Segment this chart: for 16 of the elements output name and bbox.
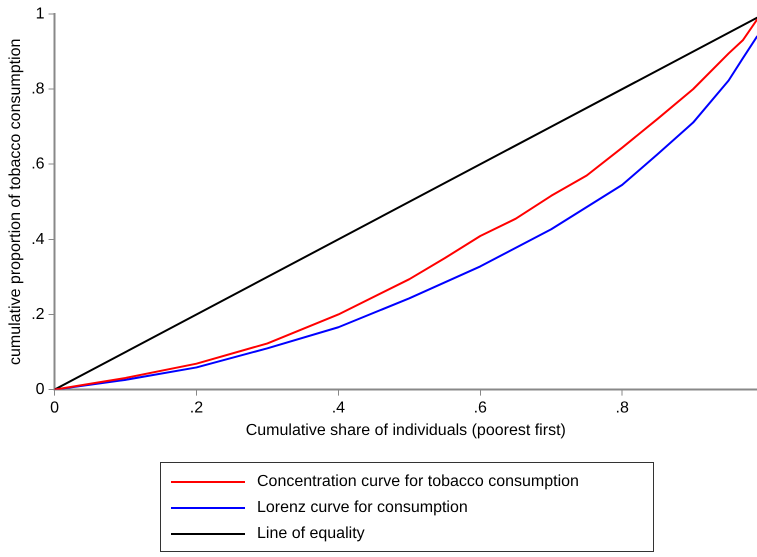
- x-axis-title: Cumulative share of individuals (poorest first): [246, 422, 566, 439]
- legend-label: Concentration curve for tobacco consumption: [257, 473, 579, 491]
- y-tick-label: .2: [31, 306, 45, 323]
- legend-label: Line of equality: [257, 525, 365, 543]
- x-tick-label: .8: [616, 400, 629, 417]
- x-tick-label: .6: [474, 400, 488, 417]
- y-tick-label: 1: [36, 5, 45, 22]
- y-tick-label: 0: [36, 381, 45, 398]
- x-tick-label: .2: [190, 400, 204, 417]
- y-tick-label: .4: [31, 230, 45, 248]
- y-axis-title: cumulative proportion of tobacco consumption: [7, 38, 24, 366]
- x-tick-label: .4: [332, 400, 346, 417]
- y-tick-label: .8: [31, 80, 45, 98]
- y-tick-label: .6: [31, 156, 45, 173]
- legend-label: Lorenz curve for consumption: [257, 499, 468, 517]
- x-tick-label: 0: [50, 400, 60, 417]
